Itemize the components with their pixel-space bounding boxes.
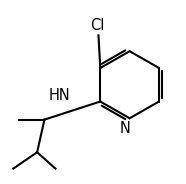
Text: HN: HN — [48, 88, 70, 103]
Text: N: N — [120, 121, 131, 136]
Text: Cl: Cl — [90, 18, 105, 33]
